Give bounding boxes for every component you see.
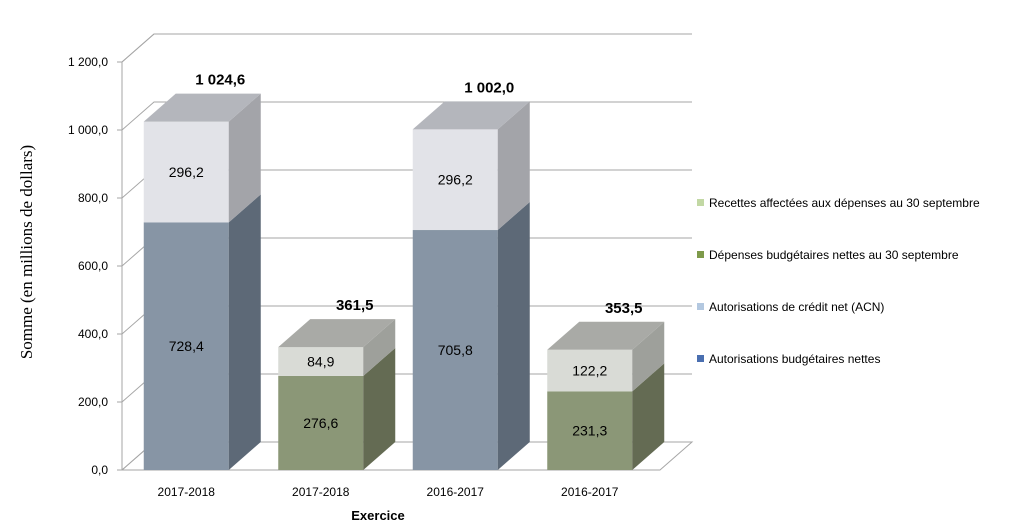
bar-total-label: 1 002,0	[464, 79, 514, 96]
legend-item: Recettes affectées aux dépenses au 30 se…	[697, 196, 980, 210]
y-tick-label: 600,0	[78, 259, 108, 273]
bar-segment-side	[497, 101, 530, 231]
legend-label: Autorisations budgétaires nettes	[709, 352, 880, 366]
legend-label: Autorisations de crédit net (ACN)	[709, 300, 884, 314]
bar-segment-side	[228, 194, 261, 470]
y-tick-label: 1 000,0	[68, 123, 108, 137]
bar-total-label: 353,5	[605, 300, 643, 317]
bar-segment-side	[632, 321, 665, 392]
legend-swatch	[697, 303, 704, 310]
segment-value-label: 84,9	[307, 354, 334, 370]
bar-segment-front	[143, 222, 229, 470]
bar-segment-front	[412, 129, 498, 231]
bar-segment-front	[278, 347, 364, 376]
bar-segment-front	[278, 375, 364, 470]
y-tick-label: 400,0	[78, 327, 108, 341]
bar-stack: 705,8 296,2 1 002,0	[412, 79, 530, 470]
bar-top-face	[278, 319, 396, 348]
bar-segment-front	[143, 121, 229, 223]
bar-stack: 276,6 84,9 361,5	[278, 297, 396, 470]
bar-segment-side	[632, 363, 665, 470]
legend-swatch	[697, 251, 704, 258]
legend-item: Autorisations de crédit net (ACN)	[697, 300, 884, 314]
x-axis-ticks: 2017-2018 2017-2018 2016-2017 2016-2017	[158, 485, 619, 499]
bar-segment-front	[412, 230, 498, 470]
y-tick-label: 200,0	[78, 395, 108, 409]
x-tick-label: 2017-2018	[158, 485, 216, 499]
segment-value-label: 231,3	[572, 423, 607, 439]
y-tick-label: 0,0	[91, 463, 108, 477]
segment-value-label: 728,4	[169, 338, 204, 354]
legend-swatch	[697, 199, 704, 206]
bar-stack: 728,4 296,2 1 024,6	[143, 72, 261, 470]
bars: 728,4 296,2 1 024,6 276,6 84,9 361,5 705,8 296,…	[143, 72, 665, 470]
segment-value-label: 296,2	[169, 164, 204, 180]
bar-segment-side	[363, 319, 396, 376]
x-tick-label: 2016-2017	[561, 485, 619, 499]
segment-value-label: 296,2	[438, 172, 473, 188]
legend-item: Dépenses budgétaires nettes au 30 septem…	[697, 248, 959, 262]
y-axis-ticks: 0,0 200,0 400,0 600,0 800,0 1 000,0 1 200,0	[68, 55, 122, 477]
x-axis-label: Exercice	[351, 508, 405, 523]
x-tick-label: 2017-2018	[292, 485, 350, 499]
bar-top-face	[547, 321, 665, 350]
bar-stack: 231,3 122,2 353,5	[547, 300, 665, 470]
y-axis-label: Somme (en millions de dollars)	[17, 145, 36, 359]
legend-label: Dépenses budgétaires nettes au 30 septem…	[709, 248, 959, 262]
y-tick-label: 1 200,0	[68, 55, 108, 69]
bar-segment-side	[228, 93, 261, 223]
segment-value-label: 705,8	[438, 342, 473, 358]
bar-segment-front	[547, 349, 633, 392]
bar-segment-side	[363, 347, 396, 470]
segment-value-label: 122,2	[572, 363, 607, 379]
legend-label: Recettes affectées aux dépenses au 30 se…	[709, 196, 980, 210]
bar-top-face	[412, 101, 530, 130]
bar-top-face	[143, 93, 261, 122]
legend-swatch	[697, 355, 704, 362]
segment-value-label: 276,6	[303, 415, 338, 431]
bar-segment-front	[547, 391, 633, 470]
gridline	[121, 33, 692, 63]
legend-item: Autorisations budgétaires nettes	[697, 352, 880, 366]
legend: Recettes affectées aux dépenses au 30 se…	[697, 196, 980, 366]
bar-segment-side	[497, 202, 530, 470]
y-tick-label: 800,0	[78, 191, 108, 205]
x-tick-label: 2016-2017	[427, 485, 485, 499]
bar-total-label: 361,5	[336, 297, 374, 314]
bar-total-label: 1 024,6	[195, 72, 245, 89]
